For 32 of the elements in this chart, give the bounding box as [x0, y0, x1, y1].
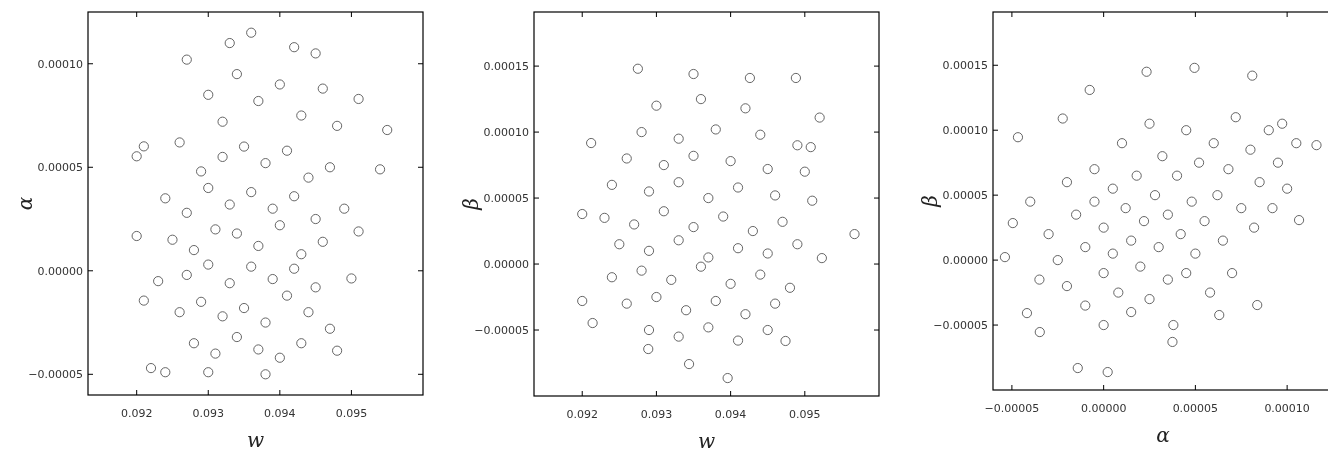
y-tick-label: 0.00005 — [942, 189, 988, 202]
y-tick-label: 0.00010 — [37, 57, 83, 71]
x-tick-label: 0.092 — [566, 408, 598, 421]
x-axis-title: α — [1156, 423, 1171, 447]
x-tick-label: 0.00010 — [1264, 402, 1310, 415]
y-tick-label: −0.00005 — [933, 318, 988, 332]
x-tick-label: −0.00005 — [984, 402, 1040, 415]
x-axis-title: w — [246, 428, 265, 450]
x-tick-label: 0.094 — [714, 408, 747, 421]
y-tick-label: 0.00000 — [37, 264, 83, 278]
y-axis-title: α — [13, 196, 37, 211]
y-tick-label: 0.00005 — [483, 191, 529, 205]
y-axis-title: β — [918, 195, 942, 208]
y-tick-label: 0.00010 — [942, 124, 988, 138]
x-tick-label: 0.095 — [335, 407, 368, 420]
x-tick-label: 0.092 — [120, 407, 153, 420]
y-tick-label: 0.00005 — [37, 161, 83, 175]
x-tick-label: 0.094 — [264, 407, 296, 420]
y-axis-title: β — [459, 198, 483, 211]
y-tick-label: 0.00000 — [483, 257, 529, 271]
y-tick-label: −0.00005 — [28, 368, 83, 382]
y-tick-label: 0.00000 — [942, 253, 988, 267]
y-tick-label: 0.00010 — [483, 125, 529, 139]
x-tick-label: 0.093 — [192, 407, 225, 420]
x-tick-label: 0.00000 — [1080, 402, 1127, 415]
x-axis-title: w — [697, 429, 716, 450]
x-tick-label: 0.095 — [789, 408, 821, 421]
y-tick-label: 0.00015 — [483, 59, 529, 73]
y-tick-label: −0.00005 — [474, 323, 529, 337]
x-tick-label: 0.093 — [640, 408, 673, 421]
y-tick-label: 0.00015 — [942, 59, 988, 73]
x-tick-label: 0.00005 — [1172, 402, 1219, 415]
